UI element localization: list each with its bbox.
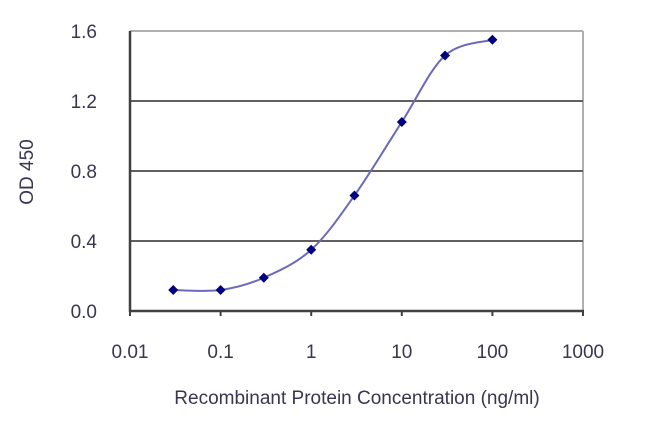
x-tick-label: 10	[391, 342, 412, 363]
x-axis-ticks: 0.01 0.1 1 10 100 1000	[112, 342, 605, 363]
x-tick-label: 0.01	[112, 342, 149, 363]
x-tick-label: 100	[477, 342, 509, 363]
y-axis-label: OD 450	[17, 139, 38, 204]
y-tick-label: 0.0	[71, 302, 97, 323]
x-tick-label: 1000	[562, 342, 604, 363]
y-tick-label: 1.2	[71, 92, 97, 113]
fit-curve	[173, 38, 493, 292]
data-point-marker	[487, 34, 498, 45]
data-point-marker	[396, 117, 407, 127]
data-point-marker	[440, 50, 451, 61]
y-tick-label: 0.8	[71, 162, 97, 183]
x-tick-label: 1	[306, 342, 317, 363]
data-point-marker	[168, 285, 179, 295]
data-point-marker	[258, 272, 269, 283]
y-axis-ticks: 0.0 0.4 0.8 1.2 1.6	[71, 22, 98, 323]
data-point-marker	[349, 190, 360, 201]
y-tick-label: 1.6	[71, 22, 97, 43]
data-point-marker	[215, 285, 226, 295]
x-tick-label: 0.1	[207, 342, 233, 363]
y-tick-label: 0.4	[71, 232, 98, 253]
data-point-marker	[306, 244, 317, 255]
x-axis-label: Recombinant Protein Concentration (ng/ml…	[174, 388, 539, 409]
plot-area	[128, 30, 584, 316]
